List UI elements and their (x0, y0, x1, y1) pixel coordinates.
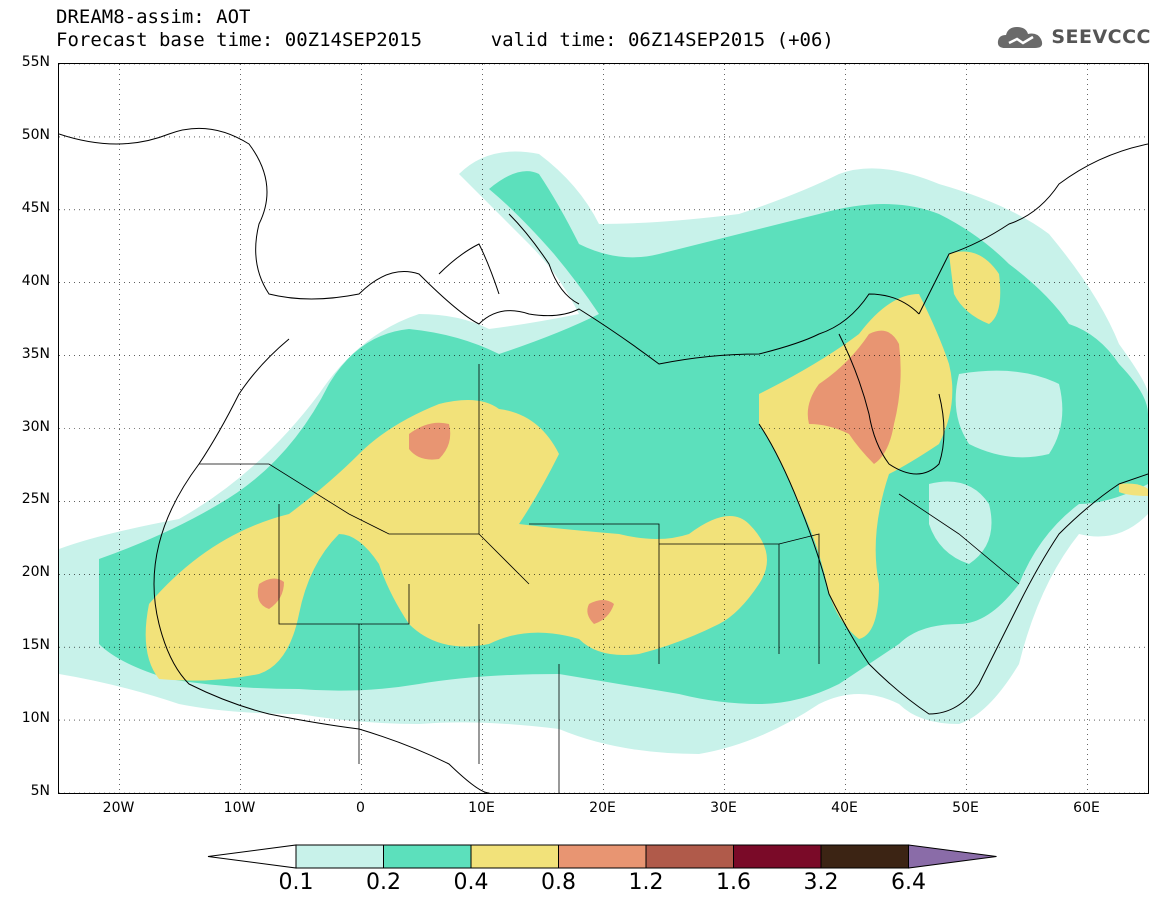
valid-time: valid time: 06Z14SEP2015 (+06) (490, 29, 834, 51)
lon-tick-label: 0 (356, 800, 365, 816)
lat-tick-label: 15N (21, 637, 50, 654)
map-panel (58, 63, 1149, 794)
colorbar-level-label: 0.1 (278, 870, 314, 895)
colorbar-under-triangle (207, 844, 297, 869)
colorbar-swatch (470, 844, 559, 869)
lon-tick-label: 20W (102, 800, 135, 816)
lon-tick-label: 40E (831, 800, 858, 816)
lon-tick-label: 50E (952, 800, 979, 816)
aot-band-0-2 (99, 171, 1148, 705)
logo-text: SEEVCCC (1051, 26, 1151, 48)
colorbar-level-label: 3.2 (803, 870, 839, 895)
base-time: Forecast base time: 00Z14SEP2015 (56, 29, 423, 51)
colorbar-swatch (645, 844, 734, 869)
lon-tick-label: 10W (223, 800, 256, 816)
lat-tick-label: 50N (21, 126, 50, 143)
lat-tick-label: 30N (21, 418, 50, 435)
colorbar-swatch (820, 844, 909, 869)
colorbar-level-label: 0.4 (453, 870, 489, 895)
lat-tick-label: 40N (21, 272, 50, 289)
colorbar-level-label: 1.6 (716, 870, 751, 895)
time-line: Forecast base time: 00Z14SEP2015 valid t… (56, 29, 834, 52)
cloud-icon (998, 27, 1043, 48)
lat-tick-label: 55N (21, 54, 50, 70)
aot-band-0-4 (145, 251, 1148, 681)
country-borders (199, 364, 1020, 793)
colorbar-swatch (383, 844, 472, 869)
lat-tick-label: 45N (21, 199, 50, 216)
lon-tick-label: 60E (1073, 800, 1100, 816)
lon-tick-label: 20E (589, 800, 616, 816)
colorbar-over-triangle (908, 844, 997, 869)
colorbar-level-label: 1.2 (628, 870, 664, 895)
colorbar-level-label: 0.2 (366, 870, 401, 895)
colorbar-swatch (733, 844, 822, 869)
lat-tick-label: 20N (21, 564, 50, 581)
title-block: DREAM8-assim: AOT Forecast base time: 00… (56, 6, 834, 52)
colorbar-level-label: 0.8 (541, 870, 576, 895)
colorbar-swatch (558, 844, 647, 869)
aot-colorbar (207, 844, 997, 869)
lon-tick-label: 10E (468, 800, 495, 816)
colorbar-level-label: 6.4 (891, 870, 926, 895)
lon-tick-label: 30E (710, 800, 737, 816)
lat-tick-label: 35N (21, 345, 50, 362)
coastlines (59, 127, 1148, 793)
aot-map (59, 64, 1148, 793)
seevccc-logo: SEEVCCC (995, 22, 1151, 52)
colorbar-swatch (295, 844, 384, 869)
lat-tick-label: 25N (21, 491, 50, 508)
aot-band-0-8 (257, 330, 901, 624)
product-title: DREAM8-assim: AOT (56, 6, 251, 28)
lat-tick-label: 10N (21, 710, 50, 727)
lat-tick-label: 5N (30, 783, 50, 799)
